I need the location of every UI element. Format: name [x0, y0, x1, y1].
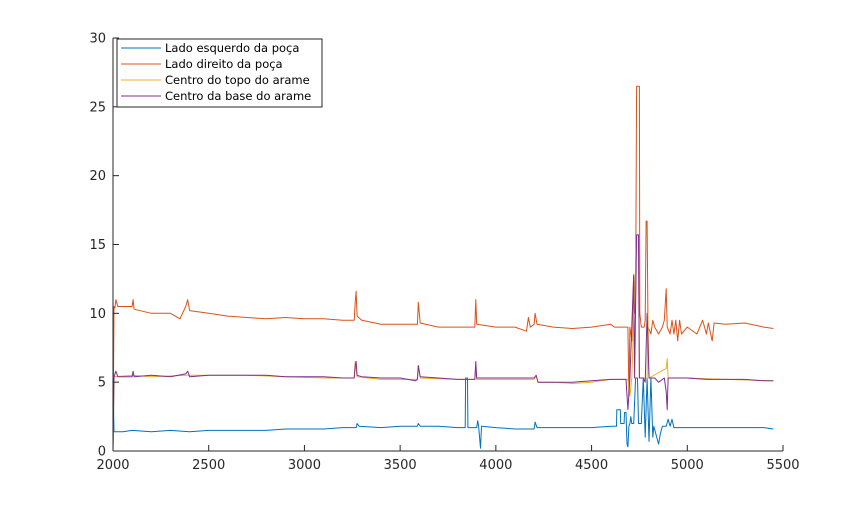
y-tick-label: 30 [89, 32, 106, 47]
legend-entry-label: Lado direito da poça [165, 57, 283, 71]
series-line-1 [112, 377, 774, 449]
series-lines [112, 85, 774, 452]
legend-entry-label: Centro do topo do arame [165, 73, 310, 87]
series-line-2 [112, 85, 774, 452]
legend-entry-label: Centro da base do arame [165, 89, 311, 103]
x-tick-label: 5000 [671, 458, 704, 473]
y-tick-label: 5 [98, 376, 106, 391]
y-tick-label: 10 [89, 307, 106, 322]
x-tick-label: 3000 [288, 458, 321, 473]
y-tick-label: 0 [98, 445, 106, 460]
y-tick-label: 20 [89, 169, 106, 184]
x-tick-label: 2500 [192, 458, 225, 473]
x-tick-label: 4000 [479, 458, 512, 473]
legend-entry-label: Lado esquerdo da poça [165, 41, 299, 55]
y-tick-label: 25 [89, 100, 106, 115]
x-tick-label: 4500 [575, 458, 608, 473]
series-line-4 [112, 234, 774, 452]
legend: Lado esquerdo da poça Lado direito da poç… [116, 38, 323, 108]
y-tick-label: 15 [89, 238, 106, 253]
x-tick-label: 5500 [766, 458, 799, 473]
axes: 2000 2500 3000 3500 4000 4500 5000 5500 0 5 10 15 20… [89, 32, 799, 474]
x-tick-label: 3500 [384, 458, 417, 473]
x-tick-label: 2000 [96, 458, 129, 473]
